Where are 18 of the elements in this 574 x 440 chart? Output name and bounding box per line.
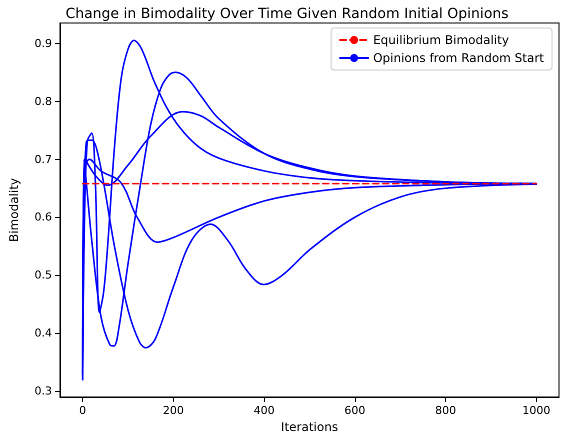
x-tick-label: 600	[344, 404, 366, 417]
y-tick-label: 0.4	[34, 326, 52, 340]
legend-label: Equilibrium Bimodality	[373, 33, 509, 47]
chart-title: Change in Bimodality Over Time Given Random Initial Opinions	[65, 6, 509, 22]
y-tick-label: 0.5	[34, 268, 52, 282]
x-tick-label: 1000	[522, 404, 550, 417]
x-tick-label: 200	[162, 404, 184, 417]
x-tick-label: 400	[254, 404, 275, 417]
y-axis-title: Bimodality	[7, 178, 21, 242]
y-tick-label: 0.3	[34, 384, 52, 398]
y-tick-label: 0.9	[34, 36, 52, 50]
x-axis-title: Iterations	[280, 420, 338, 434]
y-tick-label: 0.7	[34, 152, 52, 166]
x-tick-label: 800	[435, 404, 456, 417]
y-tick-label: 0.8	[34, 94, 52, 108]
y-tick-label: 0.6	[34, 210, 52, 224]
x-tick-label: 0	[79, 404, 86, 417]
legend-label: Opinions from Random Start	[373, 51, 544, 65]
